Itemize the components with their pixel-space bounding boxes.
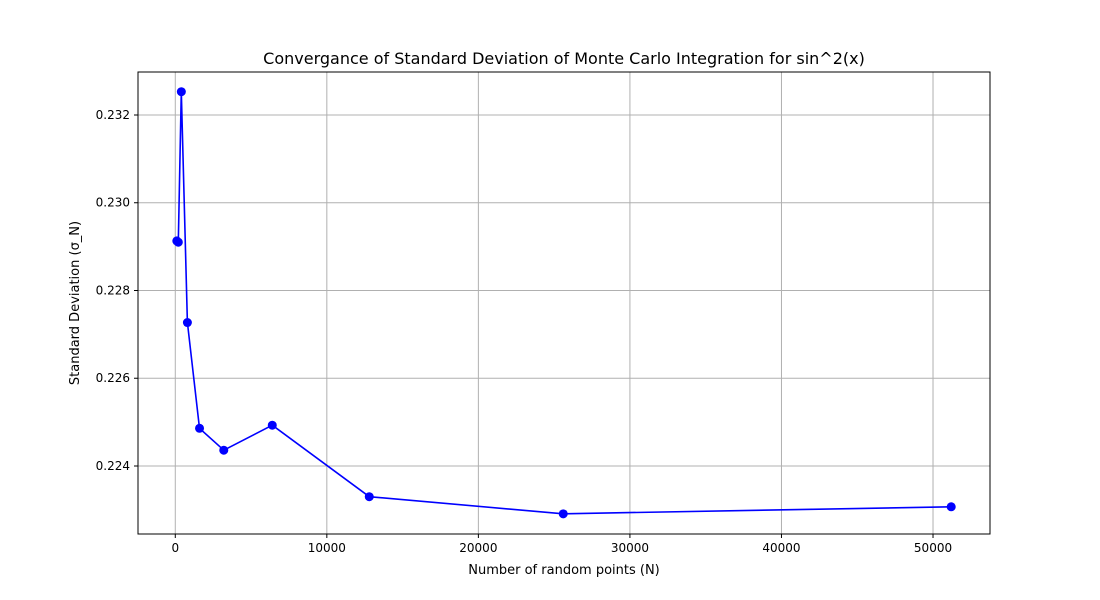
x-tick-label: 10000 (308, 541, 346, 555)
data-point (176, 87, 186, 97)
y-axis-ticks: 0.224 0.226 0.228 0.230 0.232 (96, 108, 138, 473)
y-axis-label: Standard Deviation (σ_N) (68, 221, 83, 385)
data-point (558, 509, 568, 519)
data-point (195, 423, 205, 433)
y-tick-label: 0.226 (96, 371, 130, 385)
data-point (946, 502, 956, 512)
x-tick-label: 20000 (459, 541, 497, 555)
data-point (182, 318, 192, 328)
chart-title: Convergance of Standard Deviation of Mon… (263, 49, 865, 68)
y-tick-label: 0.228 (96, 283, 130, 297)
plot-area-frame (137, 71, 991, 535)
x-tick-label: 30000 (611, 541, 649, 555)
series-layer (172, 87, 956, 519)
y-tick-label: 0.230 (96, 196, 130, 210)
data-point (364, 492, 374, 502)
data-point (173, 237, 183, 247)
y-tick-label: 0.224 (96, 459, 130, 473)
data-point (267, 420, 277, 430)
grid-lines (138, 72, 990, 534)
x-axis-label: Number of random points (N) (468, 563, 660, 578)
data-point (219, 445, 229, 455)
x-tick-label: 0 (171, 541, 179, 555)
x-tick-label: 40000 (762, 541, 800, 555)
x-tick-label: 50000 (914, 541, 952, 555)
series-line (176, 91, 952, 515)
y-tick-label: 0.232 (96, 108, 130, 122)
x-axis-ticks: 0 10000 20000 30000 40000 50000 (171, 534, 952, 555)
